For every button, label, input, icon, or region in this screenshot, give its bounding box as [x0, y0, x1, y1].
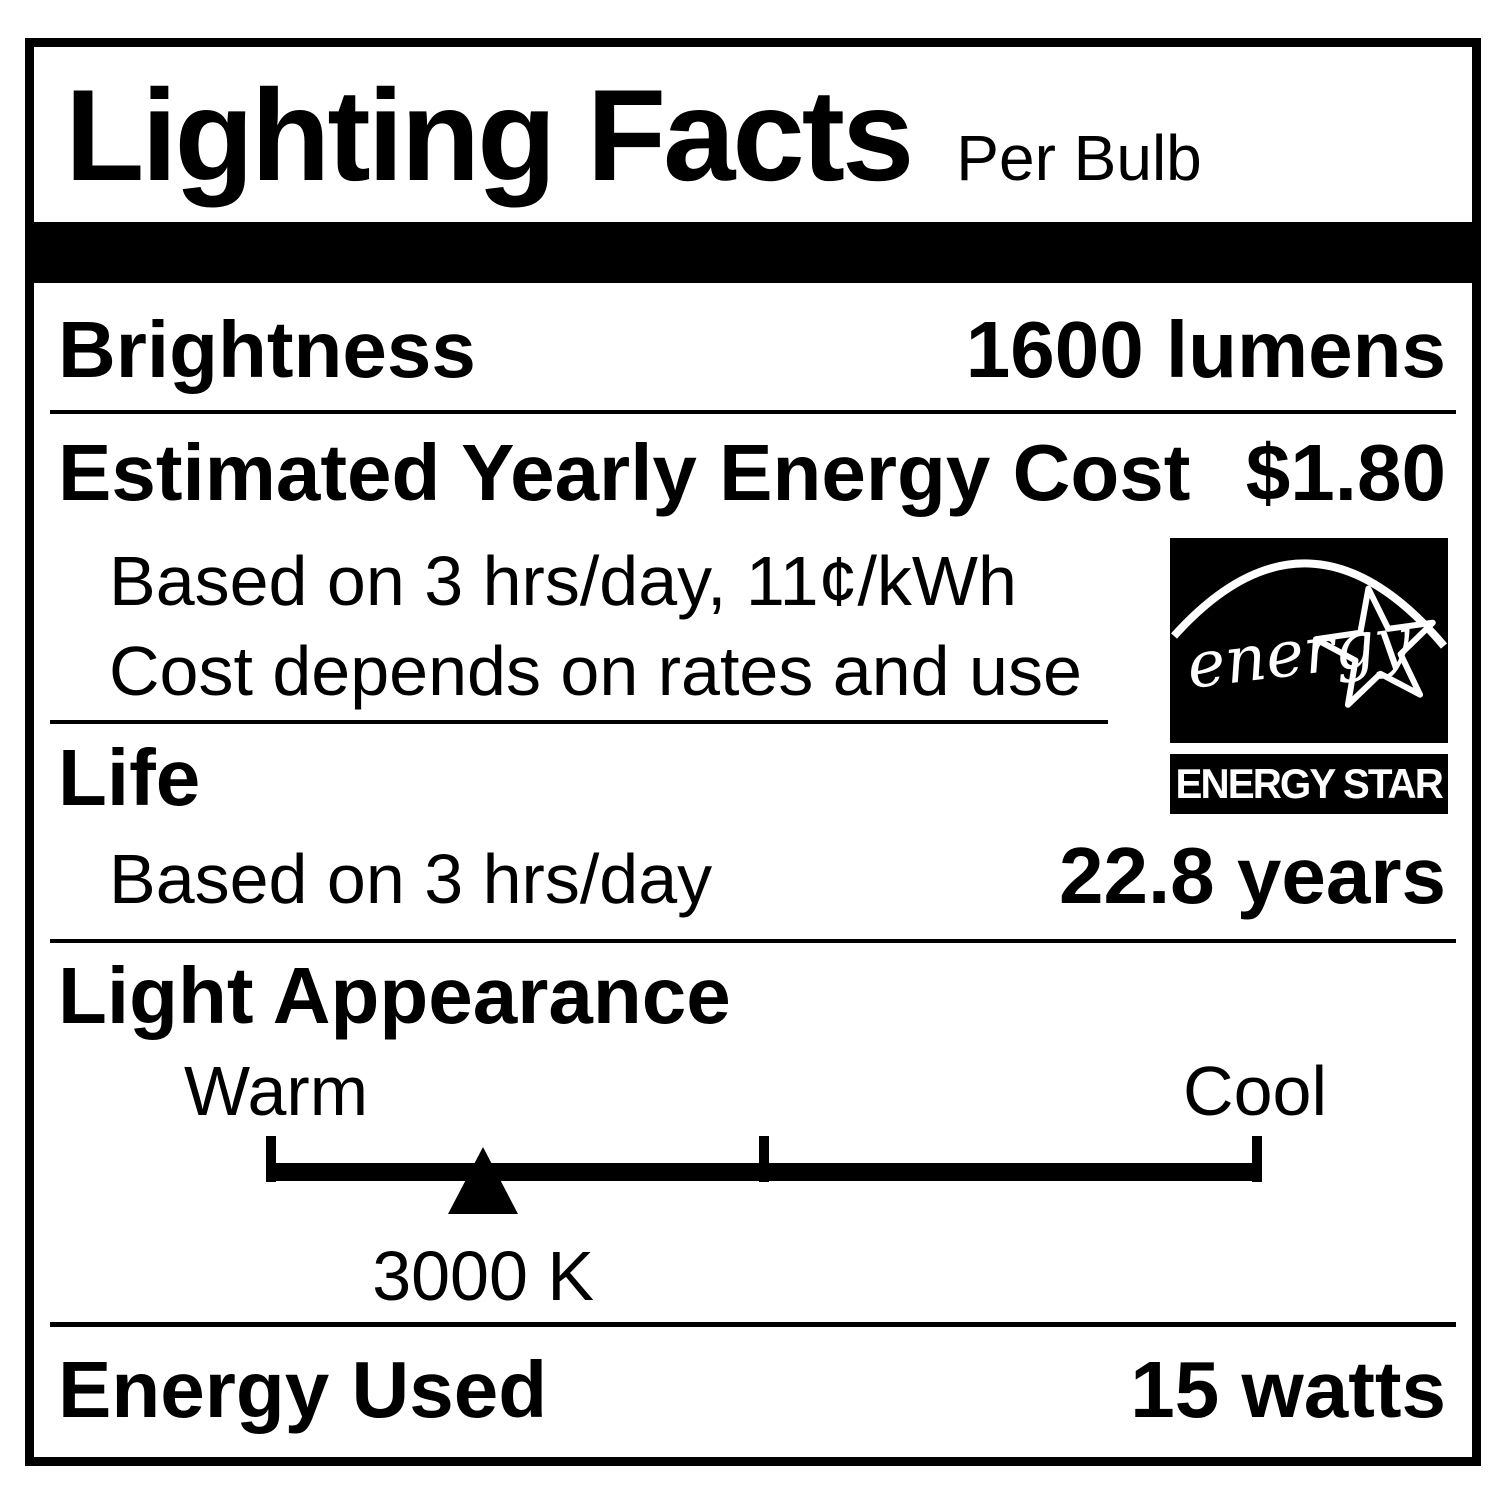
header: Lighting Facts Per Bulb [65, 70, 1452, 200]
divider [50, 410, 1456, 414]
life-value-row: Based on 3 hrs/day 22.8 years [109, 836, 1446, 916]
brightness-value: 1600 lumens [965, 305, 1446, 394]
scale-tick-warm [266, 1136, 276, 1182]
energy-cost-disclaimer: Cost depends on rates and use [109, 632, 1082, 710]
warm-label: Warm [184, 1052, 369, 1130]
light-appearance-heading-row: Light Appearance [58, 956, 1446, 1036]
divider [50, 939, 1456, 943]
life-value: 22.8 years [1058, 831, 1446, 920]
brightness-label: Brightness [58, 305, 476, 394]
life-heading-row: Life [58, 738, 1446, 818]
energy-cost-label: Estimated Yearly Energy Cost [58, 428, 1191, 517]
energy-cost-basis: Based on 3 hrs/day, 11¢/kWh [109, 542, 1017, 620]
cool-label: Cool [1183, 1052, 1327, 1130]
label-title: Lighting Facts [65, 62, 914, 208]
per-unit-text: Per Bulb [956, 122, 1202, 194]
energy-used-label: Energy Used [58, 1345, 548, 1434]
scale-tick-cool [1252, 1136, 1262, 1182]
energy-cost-value: $1.80 [1245, 428, 1446, 517]
color-temperature-value: 3000 K [372, 1237, 595, 1315]
color-temperature-marker-icon [448, 1147, 519, 1214]
brightness-row: Brightness 1600 lumens [58, 310, 1446, 390]
energy-used-row: Energy Used 15 watts [58, 1350, 1446, 1430]
divider [50, 1322, 1456, 1327]
energy-star-logo: energy ENERGY STAR [1170, 538, 1448, 814]
energy-used-value: 15 watts [1130, 1345, 1446, 1434]
energy-star-arc [1171, 559, 1448, 649]
energy-cost-row: Estimated Yearly Energy Cost $1.80 [58, 433, 1446, 513]
life-label: Life [58, 733, 201, 822]
energy-star-caption: ENERGY STAR [1175, 760, 1444, 807]
divider [50, 720, 1108, 724]
warm-cool-row: Warm Cool [184, 1056, 1327, 1126]
header-separator-bar [34, 222, 1472, 283]
scale-tick-middle [759, 1136, 769, 1182]
lighting-facts-label: Lighting Facts Per Bulb Brightness 1600 … [25, 38, 1481, 1466]
light-appearance-label: Light Appearance [58, 951, 731, 1040]
energy-star-mark: energy [1170, 538, 1448, 743]
energy-star-caption-box: ENERGY STAR [1170, 754, 1448, 814]
light-appearance-scale: 3000 K [266, 1136, 1262, 1376]
life-basis: Based on 3 hrs/day [109, 840, 713, 918]
energy-star-star-icon [1312, 585, 1436, 708]
